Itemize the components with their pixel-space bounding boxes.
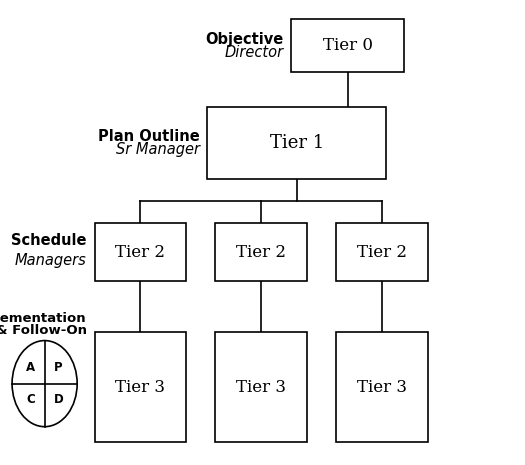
Text: Managers: Managers bbox=[15, 253, 87, 268]
Text: A: A bbox=[26, 361, 36, 374]
Text: C: C bbox=[27, 393, 35, 406]
FancyBboxPatch shape bbox=[215, 223, 307, 281]
Text: Tier 1: Tier 1 bbox=[269, 134, 324, 152]
FancyBboxPatch shape bbox=[94, 223, 186, 281]
Ellipse shape bbox=[12, 340, 77, 427]
Text: Objective: Objective bbox=[205, 32, 284, 47]
Text: Implementation: Implementation bbox=[0, 312, 87, 325]
FancyBboxPatch shape bbox=[207, 107, 386, 179]
Text: P: P bbox=[54, 361, 62, 374]
Text: Tier 3: Tier 3 bbox=[236, 379, 286, 396]
FancyBboxPatch shape bbox=[336, 332, 428, 442]
Text: Tier 3: Tier 3 bbox=[116, 379, 165, 396]
FancyBboxPatch shape bbox=[291, 19, 404, 72]
Text: Tier 2: Tier 2 bbox=[236, 244, 286, 261]
Text: Tier 0: Tier 0 bbox=[323, 37, 373, 54]
FancyBboxPatch shape bbox=[94, 332, 186, 442]
Text: D: D bbox=[54, 393, 63, 406]
Text: Plan Outline: Plan Outline bbox=[98, 129, 200, 144]
Text: Sr Manager: Sr Manager bbox=[116, 142, 200, 157]
Text: Tier 2: Tier 2 bbox=[116, 244, 165, 261]
Text: Director: Director bbox=[224, 45, 284, 60]
Text: Schedule: Schedule bbox=[11, 233, 87, 248]
Text: & Follow-On: & Follow-On bbox=[0, 324, 87, 337]
Text: Tier 3: Tier 3 bbox=[357, 379, 407, 396]
FancyBboxPatch shape bbox=[215, 332, 307, 442]
FancyBboxPatch shape bbox=[336, 223, 428, 281]
Text: Tier 2: Tier 2 bbox=[357, 244, 407, 261]
